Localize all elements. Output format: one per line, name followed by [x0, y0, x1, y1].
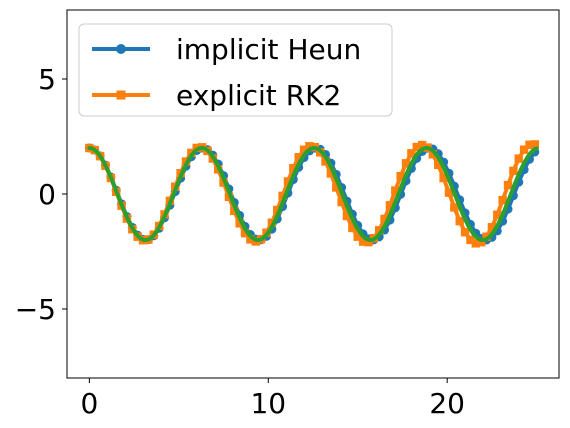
data-point — [460, 228, 470, 237]
data-point — [342, 211, 352, 221]
data-point — [326, 169, 336, 178]
data-point — [230, 206, 239, 216]
data-point — [509, 166, 518, 176]
data-point — [235, 219, 244, 228]
y-tick-label: 0 — [38, 178, 56, 211]
data-point — [283, 177, 293, 186]
data-point — [487, 223, 497, 232]
data-point — [380, 214, 389, 224]
data-point — [450, 203, 459, 212]
data-point — [519, 145, 529, 154]
data-point — [476, 238, 486, 247]
series-exact — [87, 146, 539, 242]
data-point — [348, 223, 357, 233]
data-point — [364, 237, 373, 247]
data-point — [455, 216, 464, 226]
legend-entries: implicit Heun explicit RK2 — [92, 33, 361, 112]
data-point — [374, 226, 384, 235]
data-point — [466, 235, 475, 245]
legend: implicit Heun explicit RK2 — [78, 23, 393, 117]
legend-entry: implicit Heun — [92, 33, 361, 66]
data-point — [321, 157, 330, 166]
legend-label: implicit Heun — [176, 33, 361, 66]
data-point — [428, 150, 438, 159]
series-exact-line — [87, 146, 539, 242]
data-point — [294, 153, 303, 162]
data-point — [434, 160, 443, 170]
data-point — [444, 188, 454, 197]
legend-entry: explicit RK2 — [92, 79, 341, 112]
data-point — [407, 149, 416, 158]
x-tick-label: 10 — [250, 387, 286, 420]
data-point — [391, 186, 400, 195]
data-point — [299, 145, 309, 154]
data-point — [439, 173, 448, 183]
data-point — [396, 171, 405, 181]
data-point — [246, 235, 255, 244]
x-tick-label: 0 — [80, 387, 98, 420]
data-point — [240, 228, 250, 238]
series-layer — [84, 140, 540, 248]
legend-box — [78, 23, 393, 117]
data-point — [493, 210, 502, 219]
data-point — [353, 232, 362, 241]
y-tick-label: 5 — [38, 63, 56, 96]
data-point — [273, 205, 282, 215]
data-point — [471, 239, 481, 248]
data-point — [278, 191, 287, 201]
data-point — [385, 201, 395, 210]
series-clip — [84, 140, 540, 248]
legend-marker — [116, 44, 126, 54]
data-point — [525, 140, 534, 149]
legend-marker — [116, 90, 126, 100]
data-point — [514, 154, 523, 163]
x-axis: 0 10 20 — [80, 378, 465, 420]
data-point — [530, 140, 540, 149]
data-point — [305, 142, 314, 151]
y-tick-label: −5 — [15, 293, 56, 326]
data-point — [498, 196, 507, 205]
x-tick-label: 20 — [429, 387, 465, 420]
data-point — [289, 163, 298, 173]
y-axis: −5 0 5 — [15, 63, 67, 326]
data-point — [412, 142, 421, 152]
data-point — [417, 140, 427, 150]
data-point — [358, 237, 368, 246]
data-point — [332, 183, 341, 192]
data-point — [337, 197, 346, 207]
legend-label: explicit RK2 — [176, 79, 341, 112]
data-point — [401, 159, 411, 168]
data-point — [503, 180, 513, 190]
